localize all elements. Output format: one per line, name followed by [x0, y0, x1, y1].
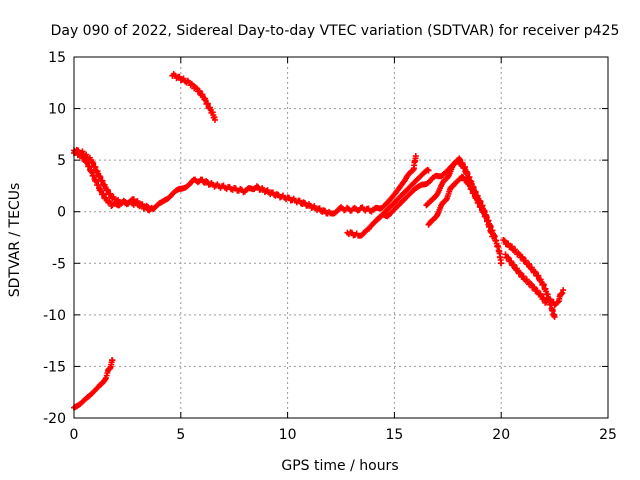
y-axis: -20 -15 -10 -5 0 5 10 15: [43, 50, 608, 427]
x-axis: 0 5 10 15 20 25: [70, 57, 617, 443]
y-tick-label: -5: [52, 256, 66, 272]
series-markers: [500, 237, 558, 320]
series-track-early-pass: [169, 71, 218, 123]
series-track-early-negative: [71, 357, 116, 411]
y-tick-label: 15: [48, 50, 66, 66]
x-tick-label: 25: [599, 427, 617, 443]
y-tick-label: -10: [43, 308, 66, 324]
x-tick-label: 5: [176, 427, 185, 443]
chart-title: Day 090 of 2022, Sidereal Day-to-day VTE…: [51, 23, 620, 39]
x-tick-label: 10: [279, 427, 297, 443]
x-tick-label: 20: [492, 427, 510, 443]
x-tick-label: 0: [70, 427, 79, 443]
plot-frame: [73, 56, 609, 419]
series-markers: [425, 173, 494, 230]
series-track-late-drop2: [502, 251, 550, 306]
series-layer: [71, 71, 567, 411]
y-tick-label: 10: [48, 102, 66, 118]
series-markers: [547, 287, 567, 309]
y-tick-label: 5: [57, 153, 66, 169]
x-axis-title: GPS time / hours: [281, 458, 398, 474]
series-track-peak: [423, 155, 496, 240]
series-markers: [423, 155, 496, 240]
y-tick-label: -20: [43, 411, 66, 427]
series-markers: [169, 71, 218, 123]
series-markers: [71, 357, 116, 411]
series-track-late-drop: [500, 237, 558, 320]
series-markers: [502, 251, 550, 306]
x-tick-label: 15: [385, 427, 403, 443]
grid: [74, 57, 608, 418]
series-track-peak-low: [425, 173, 494, 230]
series-track-main: [71, 148, 419, 217]
series-markers: [71, 148, 419, 217]
y-tick-label: -15: [43, 359, 66, 375]
series-track-end: [547, 287, 567, 309]
y-axis-title: SDTVAR / TECUs: [7, 183, 23, 298]
y-tick-label: 0: [57, 205, 66, 221]
